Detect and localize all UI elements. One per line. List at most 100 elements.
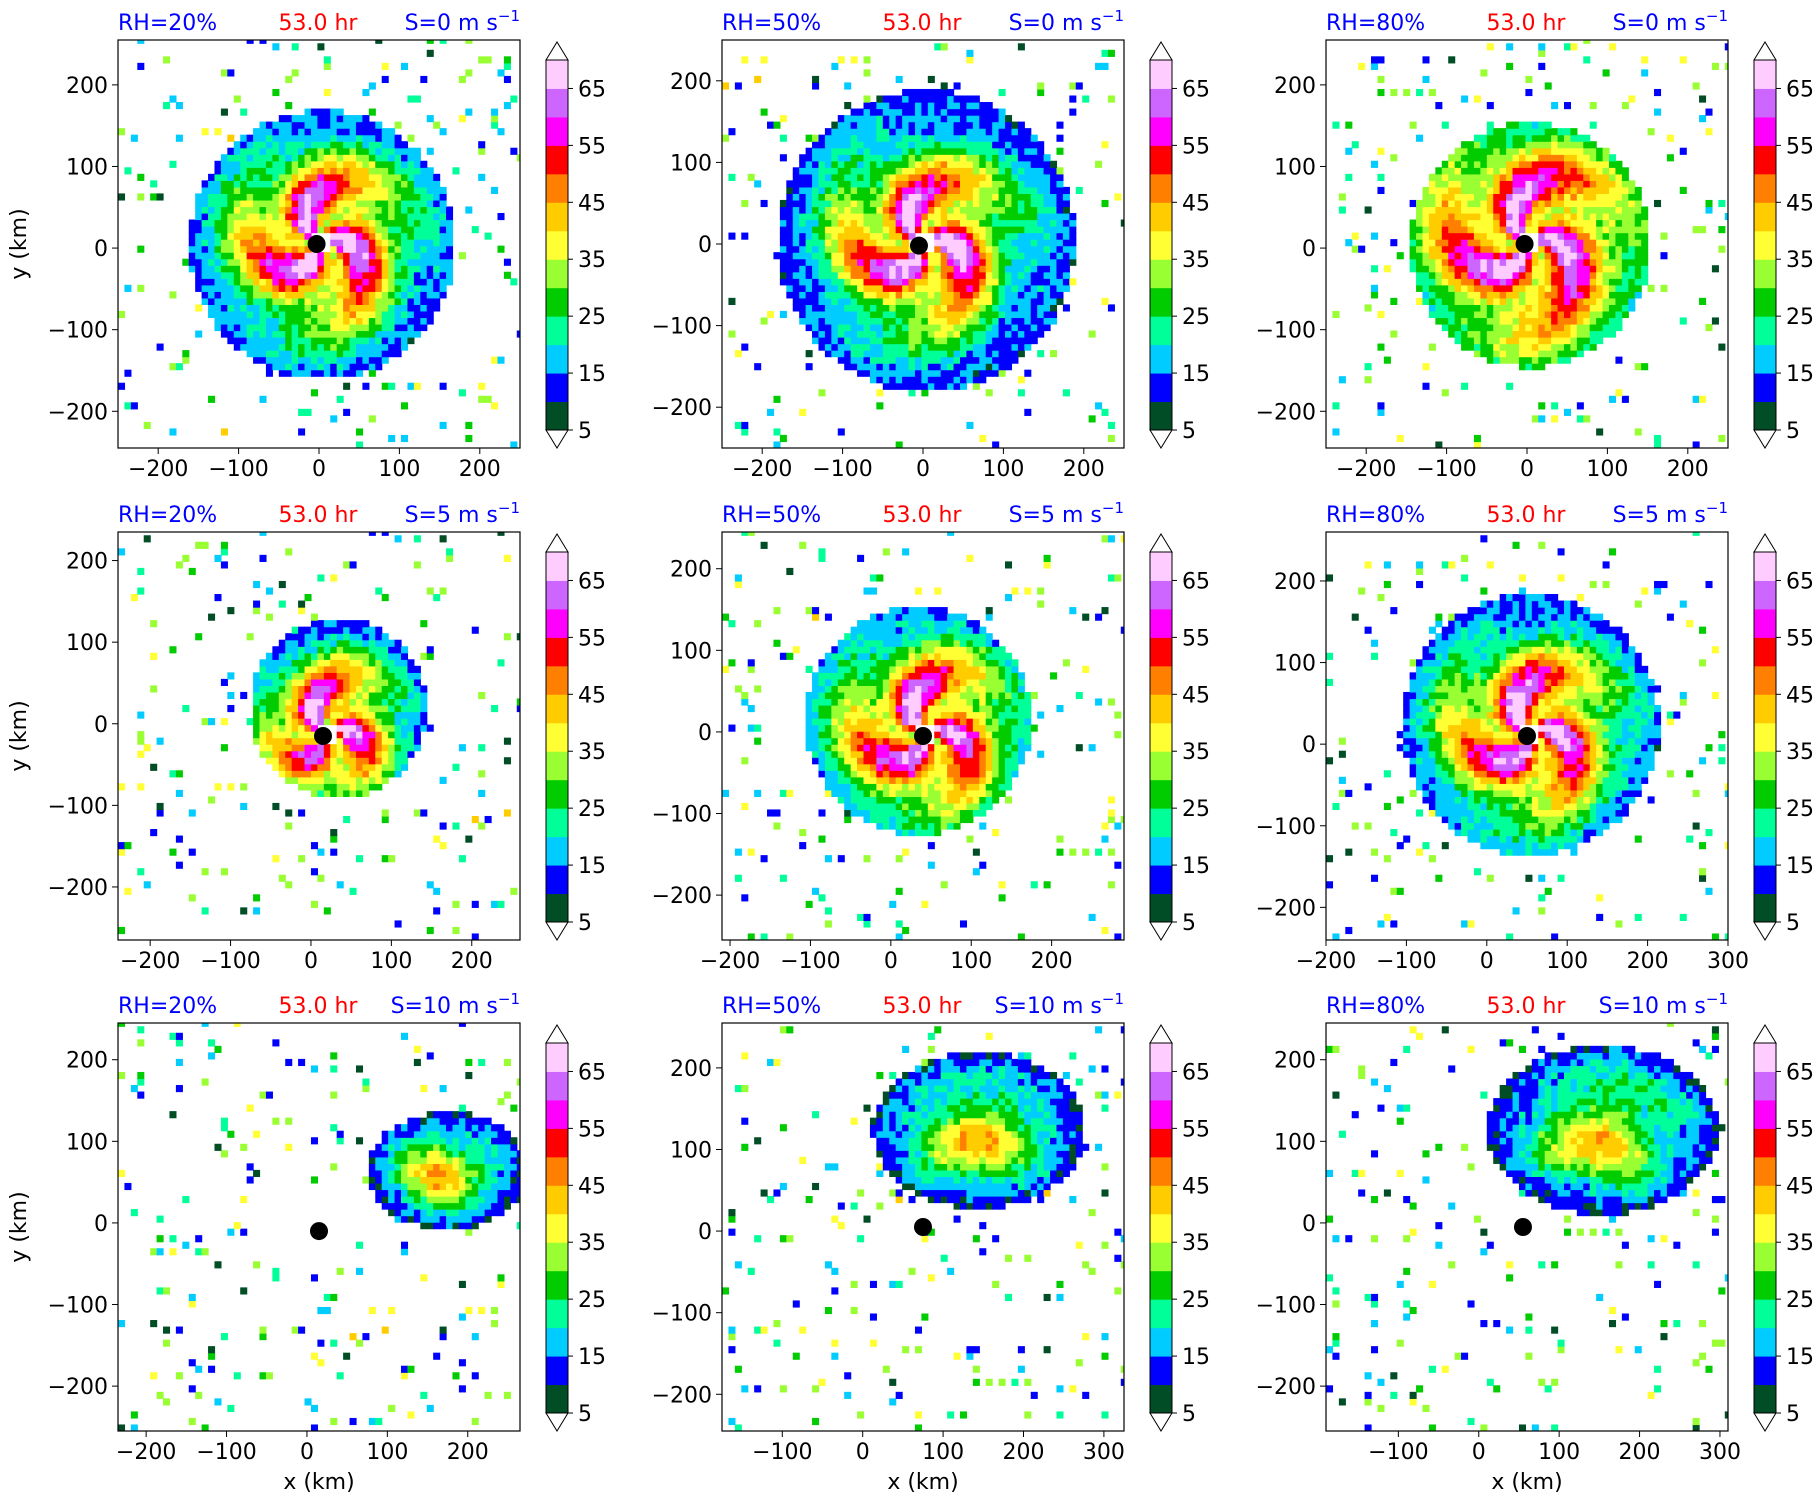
colorbar-extend-min [545, 429, 569, 449]
y-tick-label: −100 [48, 794, 108, 819]
colorbar-swatch [1754, 1185, 1776, 1215]
y-tick-label: 100 [66, 631, 108, 656]
panel-4: −200 −100 0 100 200 −200 −100 0 100 200 y (km) RH=2… [7, 499, 606, 974]
colorbar: 5 15 25 35 45 55 65 [1149, 41, 1210, 449]
storm-center-marker [914, 1218, 932, 1236]
colorbar-tick-label: 5 [1786, 419, 1800, 444]
colorbar-extend-max [1149, 41, 1173, 61]
time-label: 53.0 hr [1487, 503, 1567, 528]
colorbar-swatch [546, 1128, 568, 1158]
x-tick-label: 0 [1472, 1440, 1486, 1465]
colorbar-swatch [1754, 608, 1776, 638]
x-axis-label: x (km) [1491, 1470, 1562, 1495]
colorbar-swatch [1150, 373, 1172, 403]
colorbar-swatch [546, 202, 568, 232]
colorbar-swatch [1150, 865, 1172, 895]
shear-unit-exponent: −1 [1706, 990, 1728, 1008]
storm-center-marker [1513, 1218, 1532, 1236]
colorbar-tick-label: 15 [1182, 1345, 1210, 1370]
colorbar-tick-label: 65 [1182, 1060, 1210, 1085]
y-tick-label: −100 [652, 315, 712, 340]
colorbar-swatch [1754, 694, 1776, 724]
colorbar-tick-label: 25 [578, 305, 606, 330]
x-tick-label: 300 [1083, 1440, 1125, 1465]
storm-center-marker [1518, 727, 1536, 745]
colorbar: 5 15 25 35 45 55 65 [1753, 41, 1814, 449]
colorbar-swatch [1754, 1071, 1776, 1101]
y-tick-label: −100 [1256, 319, 1316, 344]
colorbar-swatch [1754, 401, 1776, 431]
colorbar-swatch [1754, 836, 1776, 866]
colorbar: 5 15 25 35 45 55 65 [545, 41, 606, 449]
colorbar-swatch [1150, 344, 1172, 374]
colorbar-swatch [546, 173, 568, 203]
colorbar-swatch [546, 694, 568, 724]
y-tick-label: 0 [94, 713, 108, 738]
colorbar-tick-label: 15 [1786, 1345, 1814, 1370]
colorbar-swatch [1754, 1213, 1776, 1243]
y-tick-label: −100 [1256, 1294, 1316, 1319]
colorbar-frame [545, 1042, 569, 1414]
x-tick-label: 200 [451, 949, 493, 974]
colorbar-swatch [1754, 173, 1776, 203]
colorbar-tick-label: 55 [578, 134, 606, 159]
y-tick-label: −200 [652, 1383, 712, 1408]
colorbar-frame [545, 59, 569, 431]
rh-label: RH=50% [722, 994, 821, 1019]
x-tick-label: 100 [922, 1440, 964, 1465]
colorbar-extend-min [1149, 1412, 1173, 1432]
storm-center-marker [310, 1222, 328, 1241]
colorbar-extend-min [1753, 921, 1777, 941]
x-axis-label: x (km) [283, 1470, 354, 1495]
reflectivity-field [1326, 532, 1728, 940]
colorbar-swatch [1754, 1043, 1776, 1072]
axes-frame [1325, 531, 1729, 941]
colorbar-frame [1149, 1042, 1173, 1414]
x-tick-label: 200 [1063, 457, 1105, 482]
y-tick-label: 200 [670, 70, 712, 95]
colorbar-frame [1149, 59, 1173, 431]
time-label: 53.0 hr [1487, 994, 1567, 1019]
colorbar-tick-label: 55 [1786, 134, 1814, 159]
shear-label: S=5 m s−1 [1009, 499, 1124, 528]
colorbar-swatch [1754, 751, 1776, 781]
colorbar-swatch [1150, 1213, 1172, 1243]
y-tick-label: 200 [670, 558, 712, 583]
colorbar-tick-label: 45 [1182, 683, 1210, 708]
y-tick-label: 100 [1274, 652, 1316, 677]
colorbar-extend-max [1753, 533, 1777, 553]
colorbar-swatch [1150, 1043, 1172, 1072]
colorbar-swatch [1150, 694, 1172, 724]
colorbar-swatch [1150, 893, 1172, 923]
colorbar-tick-label: 25 [1786, 1288, 1814, 1313]
colorbar-swatch [546, 145, 568, 175]
colorbar-swatch [546, 722, 568, 752]
y-tick-label: 0 [698, 1220, 712, 1245]
colorbar-swatch [1150, 1185, 1172, 1215]
y-tick-label: 100 [670, 151, 712, 176]
y-tick-label: 100 [670, 1138, 712, 1163]
x-tick-label: 0 [1480, 949, 1494, 974]
colorbar-frame [545, 551, 569, 923]
x-tick-label: 0 [1520, 457, 1534, 482]
colorbar-swatch [1754, 1299, 1776, 1329]
reflectivity-field [1326, 1023, 1728, 1431]
panel-5: −200 −100 0 100 200 −200 −100 0 100 200 RH=50% 53.0… [652, 499, 1210, 974]
colorbar-tick-label: 5 [1182, 1402, 1196, 1427]
colorbar-tick-label: 15 [1786, 362, 1814, 387]
colorbar-extend-max [545, 533, 569, 553]
time-label: 53.0 hr [883, 503, 963, 528]
panel-2: −200 −100 0 100 200 −200 −100 0 100 200 RH=50% 53.0… [652, 7, 1210, 482]
colorbar-frame [1753, 1042, 1777, 1414]
x-tick-label: −200 [116, 1440, 176, 1465]
colorbar-swatch [546, 865, 568, 895]
colorbar-tick-label: 25 [578, 1288, 606, 1313]
y-tick-label: −200 [1256, 400, 1316, 425]
colorbar-tick-label: 5 [1182, 911, 1196, 936]
colorbar-tick-label: 65 [1182, 569, 1210, 594]
colorbar-swatch [1754, 1242, 1776, 1272]
colorbar-extend-min [1753, 429, 1777, 449]
colorbar-swatch [1150, 808, 1172, 838]
colorbar-swatch [1754, 552, 1776, 581]
